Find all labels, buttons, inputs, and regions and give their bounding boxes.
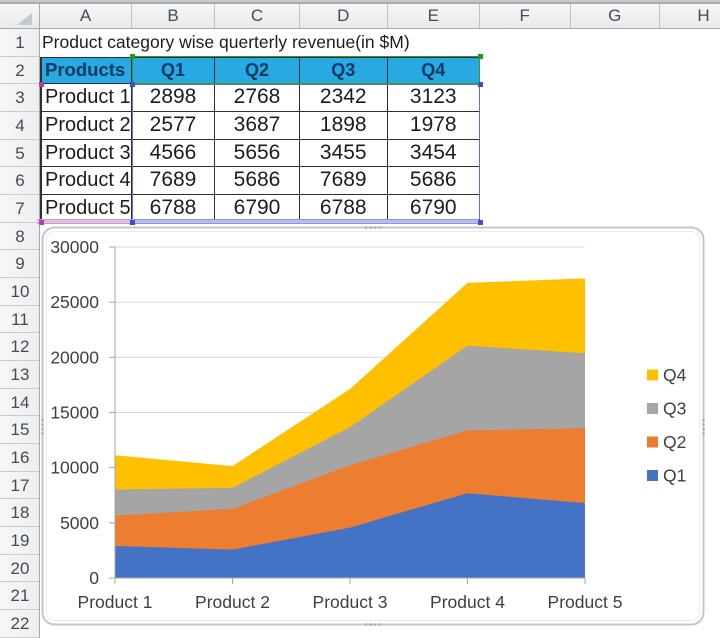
svg-text:Q3: Q3 [663,399,686,419]
svg-text:20000: 20000 [50,347,99,367]
svg-text:Product 1: Product 1 [78,592,153,612]
svg-text:Q4: Q4 [663,365,687,385]
svg-text:0: 0 [89,568,99,588]
svg-text:5000: 5000 [60,513,99,533]
svg-text:25000: 25000 [50,292,99,312]
svg-text:Product 5: Product 5 [548,592,623,612]
svg-text:Product 2: Product 2 [195,592,270,612]
svg-text:Product 3: Product 3 [313,592,388,612]
svg-text:Q2: Q2 [663,432,686,452]
svg-text:30000: 30000 [50,237,99,257]
svg-text:Q1: Q1 [663,466,686,486]
svg-text:10000: 10000 [50,458,99,478]
svg-text:15000: 15000 [50,403,99,423]
svg-text:Product 4: Product 4 [430,592,505,612]
